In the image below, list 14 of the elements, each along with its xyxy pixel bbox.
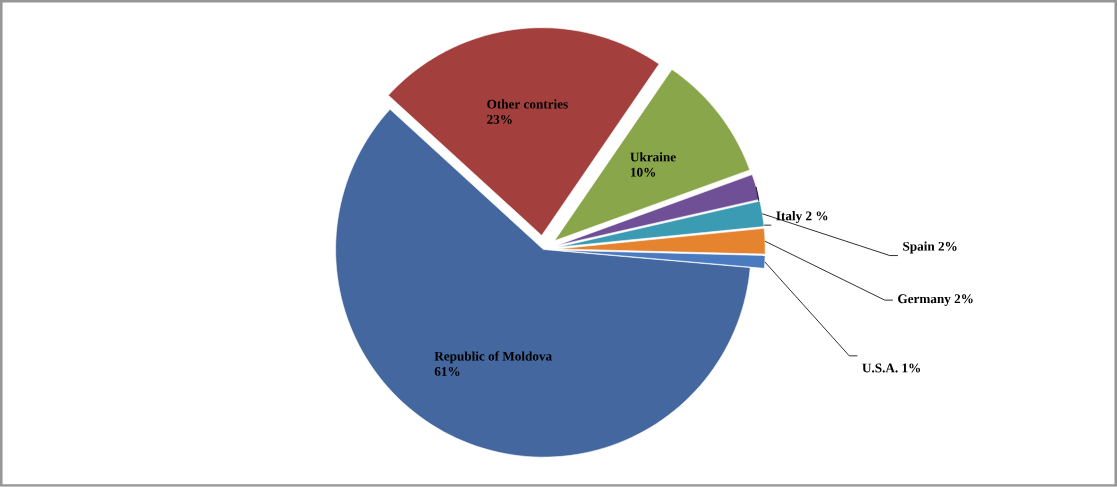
slice-label: Italy: [776, 211, 803, 224]
slice-label: Ukraine: [630, 152, 676, 162]
data-label: 61%: [434, 367, 460, 376]
data-label: 1%: [902, 363, 921, 373]
data-label: 23%: [487, 115, 512, 124]
data-label: 2%: [938, 241, 957, 251]
slice-label: Germany: [898, 294, 951, 307]
slice-label: Republic of Moldova: [434, 351, 552, 364]
slice-label: U.S.A.: [862, 363, 898, 373]
slice-label: Spain: [903, 241, 935, 254]
data-label: 10%: [631, 167, 656, 177]
data-label: 2 %: [806, 211, 828, 221]
data-label: 2%: [954, 294, 973, 304]
slice-label: Other contries: [487, 99, 568, 109]
